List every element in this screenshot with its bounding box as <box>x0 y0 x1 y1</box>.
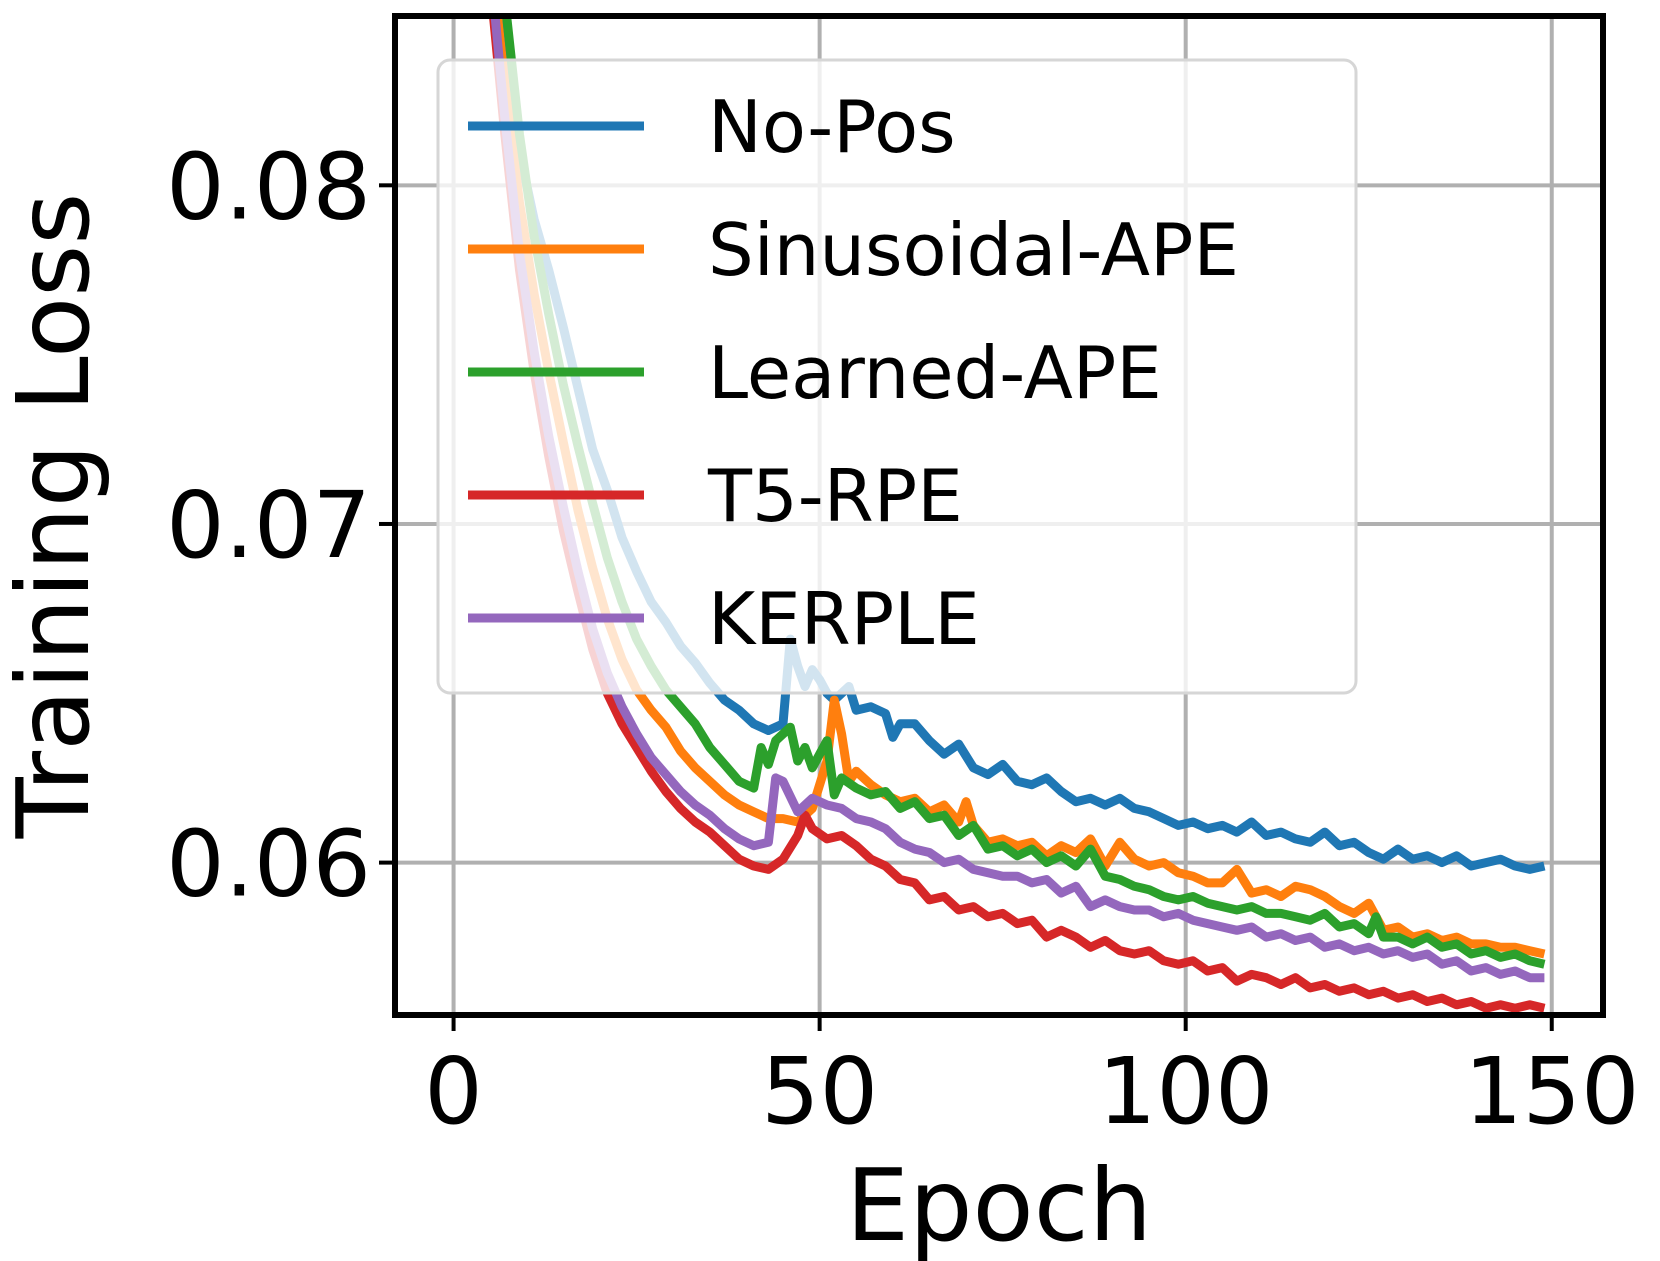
series-line-kerple <box>490 16 1545 983</box>
y-tick-label: 0.08 <box>166 133 371 240</box>
x-tick-label: 0 <box>424 1038 483 1145</box>
axis-ticks: 0 50 100 150 0.06 0.07 0.08 <box>166 133 1639 1145</box>
legend-label-no-pos: No-Pos <box>708 85 956 169</box>
y-tick-label: 0.06 <box>166 811 371 918</box>
legend-label-t5-rpe: T5-RPE <box>707 454 963 538</box>
legend-box <box>436 58 1358 695</box>
series-line-t5-rpe <box>488 16 1546 1013</box>
y-axis-label: Training Loss <box>0 193 112 840</box>
x-tick-label: 150 <box>1464 1038 1640 1145</box>
legend-label-learned-ape: Learned-APE <box>708 331 1162 415</box>
y-tick-label: 0.07 <box>166 472 371 579</box>
x-tick-label: 100 <box>1098 1038 1274 1145</box>
legend-label-sinusoidal-ape: Sinusoidal-APE <box>708 208 1239 292</box>
legend-label-kerple: KERPLE <box>708 577 980 661</box>
series-line-learned-ape <box>502 16 1546 969</box>
legend: No-Pos Sinusoidal-APE Learned-APE T5-RPE KER… <box>436 58 1358 695</box>
series-lines <box>488 16 1546 1013</box>
plot-frame <box>392 13 1606 1018</box>
x-tick-label: 50 <box>761 1038 878 1145</box>
x-axis-label: Epoch <box>846 1147 1152 1261</box>
